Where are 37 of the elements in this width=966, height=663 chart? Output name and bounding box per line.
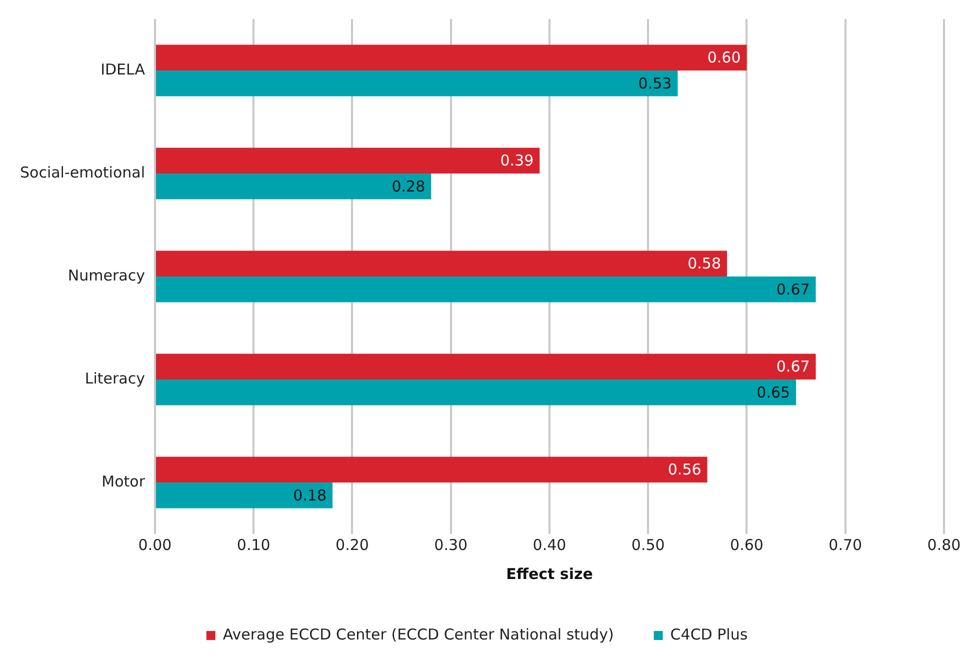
bar <box>156 456 708 482</box>
bar <box>156 354 816 380</box>
data-label: 0.58 <box>688 254 722 273</box>
bar <box>156 250 728 276</box>
data-label: 0.39 <box>500 152 534 170</box>
data-label: 0.18 <box>293 486 327 504</box>
x-axis-title: Effect size <box>506 564 593 583</box>
x-tick-label: 0.50 <box>631 536 665 554</box>
x-tick-label: 0.10 <box>236 536 270 554</box>
x-tick-label: 0.00 <box>138 536 172 554</box>
data-label: 0.53 <box>638 74 672 92</box>
bar <box>156 174 432 200</box>
bar <box>156 148 540 174</box>
x-tick-label: 0.60 <box>730 536 764 554</box>
x-tick-label: 0.70 <box>828 536 862 554</box>
data-label: 0.28 <box>392 177 426 196</box>
data-label: 0.67 <box>776 358 810 376</box>
y-tick-label: Literacy <box>84 369 146 388</box>
y-tick-label: Social-emotional <box>20 163 145 182</box>
bar <box>156 44 747 70</box>
x-tick-label: 0.30 <box>434 536 468 554</box>
y-tick-label: IDELA <box>100 60 146 78</box>
x-tick-label: 0.40 <box>532 536 566 554</box>
bar <box>156 276 816 302</box>
bar <box>156 380 796 406</box>
y-tick-label: Numeracy <box>68 266 146 284</box>
data-label: 0.65 <box>756 383 790 402</box>
legend-label: C4CD Plus <box>670 625 748 644</box>
bar <box>156 482 333 508</box>
legend-label: Average ECCD Center (ECCD Center National study) <box>222 625 614 644</box>
x-tick-label: 0.80 <box>927 536 961 554</box>
y-tick-label: Motor <box>102 472 146 490</box>
data-label: 0.60 <box>707 48 741 67</box>
data-label: 0.56 <box>668 460 702 479</box>
data-label: 0.67 <box>776 280 810 298</box>
bar <box>156 70 678 96</box>
x-tick-label: 0.20 <box>336 536 369 554</box>
